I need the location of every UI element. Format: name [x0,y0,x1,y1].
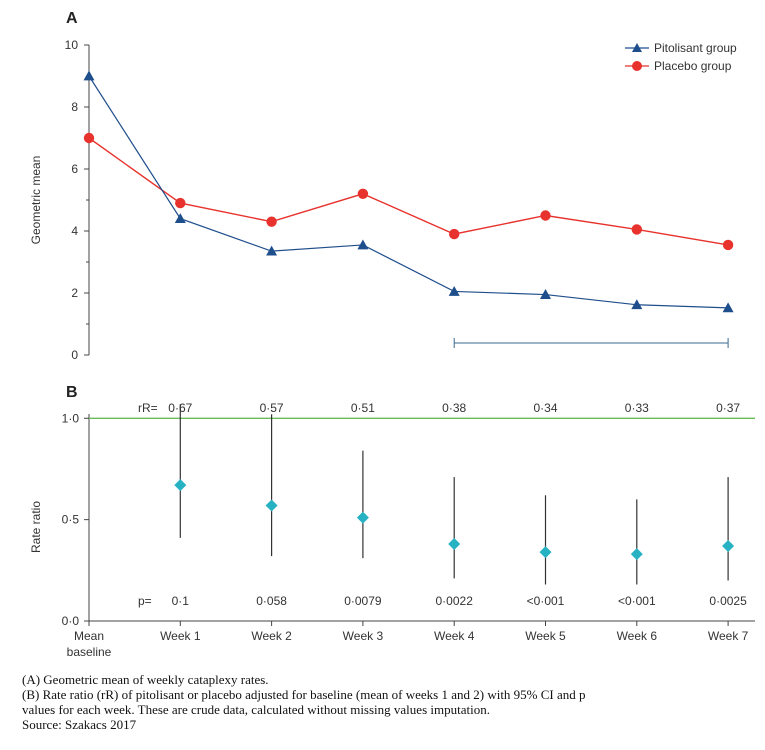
p-label: 0·0025 [709,594,747,608]
x-label-mean: Mean [74,629,104,643]
y-tick-label: 4 [71,224,78,238]
p-label: 0·1 [172,594,190,608]
pitolisant-point [174,213,186,223]
caption-line-3: values for each week. These are crude da… [22,702,490,717]
x-label-week: Week 7 [708,629,749,643]
p-label: <0·001 [527,594,565,608]
pitolisant-point [631,299,643,310]
rr-label: 0·33 [625,401,649,415]
rr-prefix: rR= [138,401,158,415]
series-line-placebo-group [88,137,729,246]
panel-b-marks [174,404,735,585]
panel-a-letter: A [66,10,78,27]
p-prefix: p= [138,594,152,608]
placebo-point [357,188,369,199]
panel-a-ylabel: Geometric mean [29,156,43,245]
panel-b-labels: rR= p= 0·67 0·57 0·51 0·38 0·34 0·33 0·37 0·1 0·05… [138,401,747,608]
panel-a-series [83,70,734,313]
legend-label: Placebo group [654,59,732,73]
legend: Pitolisant group Placebo group [625,41,737,73]
x-label-week: Week 5 [525,629,566,643]
placebo-point [266,216,277,227]
rr-label: 0·34 [533,401,557,415]
x-label-week: Week 3 [343,629,384,643]
y-tick-label: 0 [71,348,78,362]
pitolisant-point [722,302,734,313]
y-tick-label: 1·0 [62,411,80,425]
rate-ratio-point [448,537,461,550]
placebo-point [540,210,551,221]
x-label-week: Week 1 [160,629,201,643]
pitolisant-point [83,70,95,81]
rr-label: 0·38 [442,401,466,415]
significance-bracket [453,338,729,348]
y-tick-label: 6 [71,162,78,176]
placebo-point [175,197,186,209]
placebo-point [83,132,95,144]
pitolisant-point [266,245,278,256]
rate-ratio-point [539,546,552,559]
p-label: 0·0022 [436,594,474,608]
p-label: 0·058 [256,594,287,608]
panel-b-letter: B [66,384,78,401]
x-label-week: Week 4 [434,629,475,643]
y-tick-label: 10 [65,38,79,52]
rate-ratio-point [356,511,369,524]
x-label-baseline: baseline [67,645,112,659]
caption-line-1: (A) Geometric mean of weekly cataplexy r… [22,672,269,687]
x-label-week: Week 6 [617,629,658,643]
panel-a-axes: 0 2 4 6 8 10 [65,38,90,362]
y-tick-label: 0·0 [62,614,80,628]
rr-label: 0·51 [351,401,375,415]
placebo-point [722,239,734,251]
y-tick-label: 0·5 [62,513,80,527]
figure-caption: (A) Geometric mean of weekly cataplexy r… [22,672,752,732]
x-label-week: Week 2 [251,629,292,643]
placebo-point [631,224,642,235]
legend-marker-triangle [632,43,642,52]
panel-b-ylabel: Rate ratio [29,501,43,553]
panel-b-axes: 0·0 0·5 1·0 [62,411,755,628]
rr-label: 0·57 [260,401,284,415]
caption-line-4: Source: Szakacs 2017 [22,717,137,732]
legend-label: Pitolisant group [654,41,737,55]
y-tick-label: 8 [71,100,78,114]
pitolisant-point [357,239,369,250]
caption-line-2: (B) Rate ratio (rR) of pitolisant or pla… [22,687,586,702]
rr-label: 0·67 [168,401,192,415]
rr-label: 0·37 [716,401,740,415]
pitolisant-point [540,289,551,299]
legend-marker-circle [632,61,642,71]
y-tick-label: 2 [71,286,78,300]
rate-ratio-point [630,548,643,561]
pitolisant-point [448,285,460,296]
placebo-point [449,228,460,240]
x-axis-labels: Mean baseline Week 1 Week 2 Week 3 Week 4 Week… [67,629,749,659]
series-line-pitolisant-group [88,75,729,309]
rate-ratio-point [722,539,735,552]
p-label: <0·001 [618,594,656,608]
rate-ratio-point [174,479,187,492]
figure: A Geometric mean 0 2 4 6 8 10 Pitolisant grou… [29,10,755,659]
rate-ratio-point [265,499,278,512]
p-label: 0·0079 [344,594,382,608]
